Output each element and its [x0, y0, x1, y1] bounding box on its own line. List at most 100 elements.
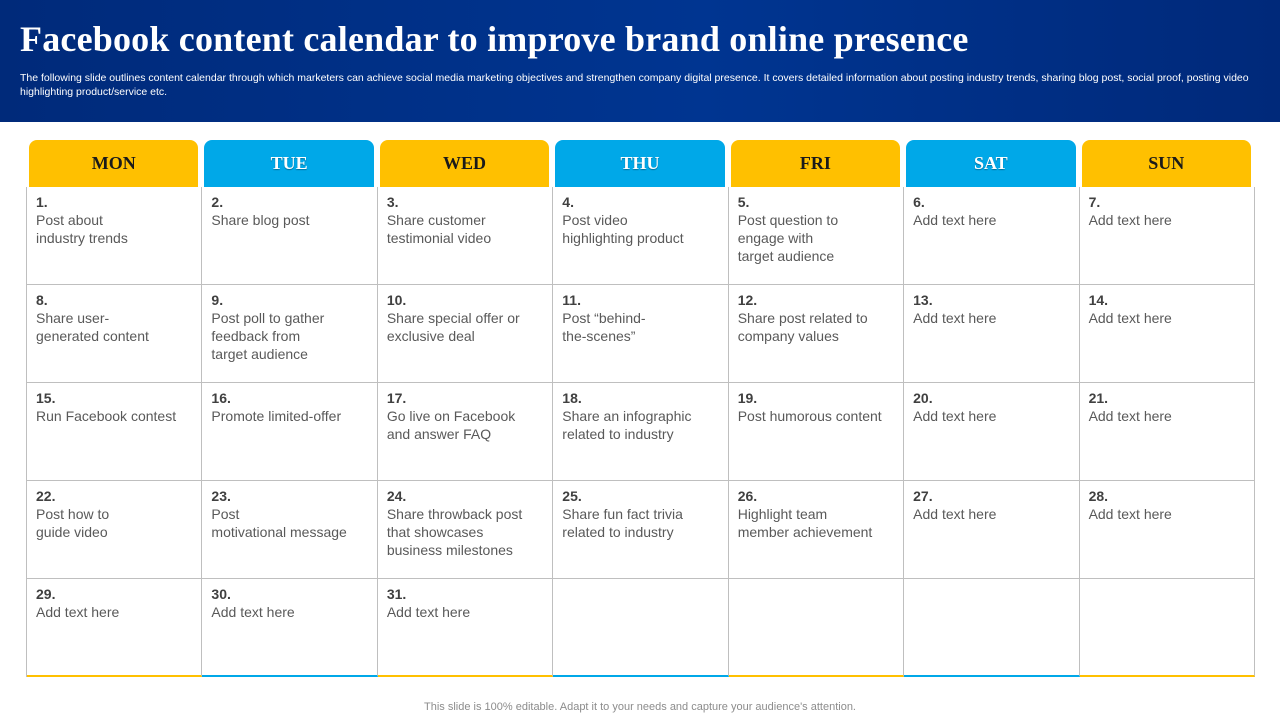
calendar-cell: 22. Post how to guide video — [27, 481, 203, 579]
cell-content-text: Add text here — [913, 212, 997, 228]
slide-subtitle: The following slide outlines content cal… — [20, 72, 1249, 98]
cell-day-number: 20. — [913, 390, 933, 406]
cell-day-number: 24. — [386, 488, 407, 504]
cell-day-number: 13. — [913, 292, 933, 308]
cell-day-number: 3. — [386, 194, 399, 210]
calendar-cell: 18. Share an infographic related to indus… — [553, 383, 729, 481]
cell-day-number: 23. — [211, 488, 231, 504]
cell-content-text: Share throwback post that showcases busi… — [386, 506, 523, 558]
calendar-cell: 31. Add text here — [377, 579, 554, 677]
cell-day-number: 11. — [562, 292, 581, 308]
day-header-wed: WED — [379, 140, 550, 187]
cell-day-number: 25. — [562, 488, 582, 504]
calendar-cell: 6. Add text here — [904, 187, 1080, 285]
calendar-cell: 23. Post motivational message — [202, 481, 378, 579]
cell-day-number: 19. — [737, 390, 758, 406]
calendar-cell: 7. Add text here — [1079, 187, 1255, 285]
calendar-cell: 3. Share customer testimonial video — [377, 187, 554, 285]
cell-day-number: 26. — [737, 488, 758, 504]
calendar-cell: 12. Share post related to company values — [728, 285, 905, 383]
calendar-cell: 29. Add text here — [27, 579, 203, 677]
calendar-cell: 25. Share fun fact trivia related to indu… — [553, 481, 729, 579]
calendar-cell — [553, 579, 729, 677]
cell-day-number: 22. — [36, 488, 56, 504]
day-header-mon: MON — [29, 140, 199, 187]
cell-day-number: 12. — [737, 292, 758, 308]
cell-day-number: 14. — [1088, 292, 1109, 308]
cell-content-text: Add text here — [913, 408, 997, 424]
cell-content-text: Share special offer or exclusive deal — [386, 310, 520, 344]
calendar-cell: 28. Add text here — [1079, 481, 1255, 579]
cell-day-number: 10. — [386, 292, 407, 308]
calendar-cell: 4. Post video highlighting product — [553, 187, 729, 285]
calendar-cell: 26. Highlight team member achievement — [728, 481, 905, 579]
cell-day-number: 28. — [1088, 488, 1109, 504]
cell-content-text: Post about industry trends — [36, 212, 128, 246]
calendar-cell: 24. Share throwback post that showcases b… — [377, 481, 554, 579]
calendar-cell — [728, 579, 905, 677]
cell-day-number: 16. — [211, 390, 231, 406]
calendar-cell: 1. Post about industry trends — [27, 187, 203, 285]
cell-day-number: 7. — [1088, 194, 1101, 210]
cell-content-text: Add text here — [1088, 408, 1172, 424]
calendar-cell — [904, 579, 1080, 677]
cell-day-number: 30. — [211, 586, 231, 602]
cell-day-number: 1. — [36, 194, 48, 210]
cell-content-text: Run Facebook contest — [36, 408, 177, 424]
cell-content-text: Add text here — [1088, 212, 1172, 228]
calendar-cell: 13. Add text here — [904, 285, 1080, 383]
cell-content-text: Share user- generated content — [36, 310, 149, 344]
cell-content-text: Post motivational message — [211, 506, 347, 540]
cell-content-text: Add text here — [36, 604, 120, 620]
cell-day-number: 5. — [737, 194, 750, 210]
calendar-cell: 17. Go live on Facebook and answer FAQ — [377, 383, 554, 481]
day-header-thu: THU — [555, 140, 725, 187]
cell-content-text: Add text here — [1088, 310, 1172, 326]
calendar-cell: 20. Add text here — [904, 383, 1080, 481]
footer-note: This slide is 100% editable. Adapt it to… — [424, 701, 856, 713]
cell-day-number: 4. — [562, 194, 574, 210]
cell-day-number: 8. — [36, 292, 48, 308]
calendar-cell: 14. Add text here — [1079, 285, 1255, 383]
cell-content-text: Highlight team member achievement — [737, 506, 873, 540]
calendar-cell: 10. Share special offer or exclusive deal — [377, 285, 554, 383]
cell-content-text: Post “behind- the-scenes” — [562, 310, 646, 344]
cell-content-text: Post question to engage with target audi… — [737, 212, 839, 264]
cell-content-text: Add text here — [1088, 506, 1172, 522]
cell-content-text: Share an infographic related to industry — [562, 408, 692, 442]
calendar-cell: 15. Run Facebook contest — [27, 383, 203, 481]
cell-day-number: 6. — [913, 194, 925, 210]
day-header-fri: FRI — [730, 140, 901, 187]
cell-content-text: Share blog post — [211, 212, 310, 228]
calendar-cell: 19. Post humorous content — [728, 383, 905, 481]
cell-content-text: Go live on Facebook and answer FAQ — [386, 408, 516, 442]
cell-day-number: 15. — [36, 390, 56, 406]
calendar-grid: 1. Post about industry trends 2. Share blog… — [26, 187, 1255, 677]
cell-content-text: Share fun fact trivia related to industr… — [562, 506, 683, 540]
calendar-cell: 30. Add text here — [202, 579, 378, 677]
cell-day-number: 2. — [211, 194, 224, 210]
calendar-cell: 2. Share blog post — [202, 187, 378, 285]
cell-content-text: Add text here — [913, 310, 997, 326]
cell-day-number: 29. — [36, 586, 56, 602]
calendar-cell: 16. Promote limited-offer — [202, 383, 378, 481]
header-banner: Facebook content calendar to improve bra… — [0, 0, 1280, 122]
cell-day-number: 27. — [913, 488, 933, 504]
day-header-sat: SAT — [906, 140, 1076, 187]
cell-content-text: Share customer testimonial video — [386, 212, 492, 246]
calendar-cell: 5. Post question to engage with target au… — [728, 187, 905, 285]
cell-day-number: 18. — [562, 390, 582, 406]
cell-content-text: Add text here — [211, 604, 295, 620]
cell-content-text: Share post related to company values — [737, 310, 868, 344]
day-header-tue: TUE — [204, 140, 374, 187]
cell-content-text: Add text here — [386, 604, 471, 620]
calendar-cell: 9. Post poll to gather feedback from targ… — [202, 285, 378, 383]
cell-content-text: Post how to guide video — [36, 506, 110, 540]
calendar-cell: 27. Add text here — [904, 481, 1080, 579]
calendar-cell: 11. Post “behind- the-scenes” — [553, 285, 729, 383]
calendar-cell: 8. Share user- generated content — [27, 285, 203, 383]
cell-content-text: Post poll to gather feedback from target… — [211, 310, 325, 362]
slide-title: Facebook content calendar to improve bra… — [20, 19, 969, 59]
cell-content-text: Post humorous content — [737, 408, 882, 424]
day-header-row: MON TUE WED THU FRI SAT SUN — [26, 140, 1254, 187]
